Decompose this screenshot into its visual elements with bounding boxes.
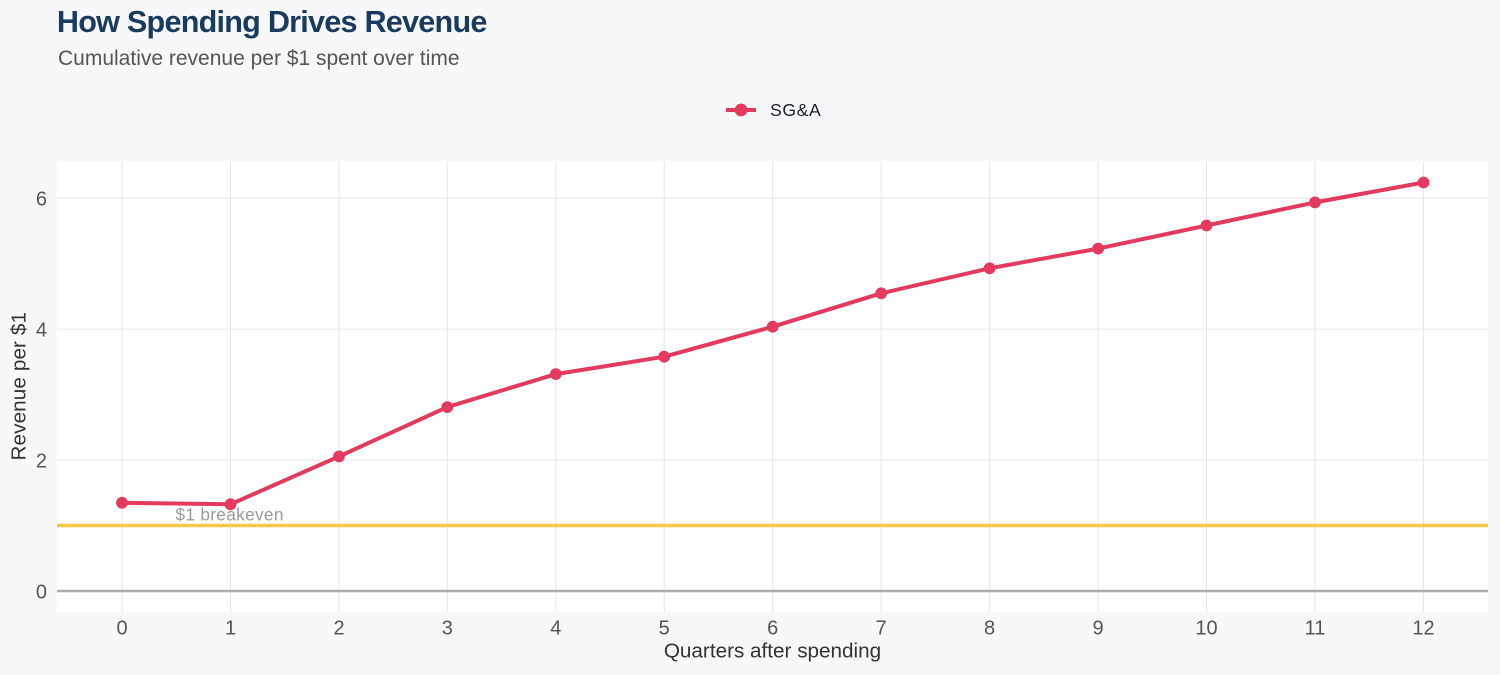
svg-text:4: 4: [36, 320, 47, 342]
svg-text:10: 10: [1195, 618, 1217, 640]
svg-text:2: 2: [333, 618, 344, 640]
svg-text:5: 5: [659, 618, 670, 640]
svg-text:Revenue per $1: Revenue per $1: [7, 312, 30, 461]
svg-text:SG&A: SG&A: [770, 100, 821, 120]
svg-text:9: 9: [1093, 618, 1104, 640]
svg-text:How Spending Drives Revenue: How Spending Drives Revenue: [57, 5, 487, 39]
svg-text:Quarters after spending: Quarters after spending: [664, 640, 881, 663]
svg-text:7: 7: [876, 618, 887, 640]
svg-text:0: 0: [116, 618, 127, 640]
svg-text:1: 1: [225, 618, 236, 640]
svg-text:2: 2: [36, 451, 47, 473]
svg-text:3: 3: [442, 618, 453, 640]
svg-text:12: 12: [1412, 618, 1434, 640]
svg-text:8: 8: [984, 618, 995, 640]
svg-text:6: 6: [767, 618, 778, 640]
svg-text:Cumulative revenue per $1 spen: Cumulative revenue per $1 spent over tim…: [58, 47, 460, 70]
svg-text:6: 6: [36, 189, 47, 211]
svg-text:4: 4: [550, 618, 561, 640]
svg-text:0: 0: [36, 582, 47, 604]
svg-text:$1 breakeven: $1 breakeven: [175, 504, 283, 524]
svg-text:11: 11: [1305, 618, 1326, 640]
